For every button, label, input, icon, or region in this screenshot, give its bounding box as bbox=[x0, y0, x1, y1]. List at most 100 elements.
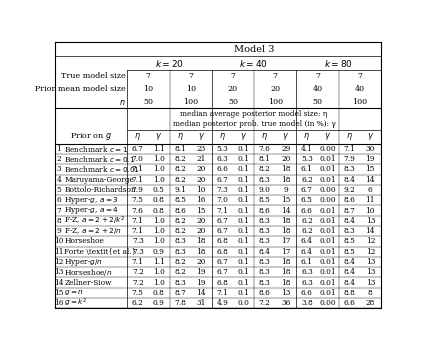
Text: 100: 100 bbox=[183, 98, 198, 106]
Text: 8.2: 8.2 bbox=[174, 176, 186, 184]
Text: Maruyama-George: Maruyama-George bbox=[64, 176, 134, 184]
Text: 8.5: 8.5 bbox=[343, 248, 355, 256]
Text: 10: 10 bbox=[196, 186, 206, 194]
Text: $\gamma$: $\gamma$ bbox=[156, 131, 162, 142]
Text: $\eta$: $\eta$ bbox=[261, 131, 268, 142]
Text: 1.0: 1.0 bbox=[153, 268, 165, 276]
Text: 6.7: 6.7 bbox=[216, 258, 228, 266]
Text: $\eta$: $\eta$ bbox=[219, 131, 226, 142]
Text: 1.0: 1.0 bbox=[153, 217, 165, 225]
Text: 7: 7 bbox=[57, 206, 61, 214]
Text: 20: 20 bbox=[270, 85, 280, 93]
Text: 18: 18 bbox=[281, 166, 291, 174]
Text: 14: 14 bbox=[54, 279, 64, 287]
Text: 4.9: 4.9 bbox=[216, 299, 228, 307]
Text: $\eta$: $\eta$ bbox=[177, 131, 184, 142]
Text: 20: 20 bbox=[281, 155, 290, 163]
Text: 8.1: 8.1 bbox=[174, 145, 186, 153]
Text: 6.7: 6.7 bbox=[216, 217, 228, 225]
Text: 0.1: 0.1 bbox=[238, 176, 249, 184]
Text: $\gamma$: $\gamma$ bbox=[324, 131, 332, 142]
Text: $\gamma$: $\gamma$ bbox=[367, 131, 374, 142]
Text: 6.2: 6.2 bbox=[301, 176, 313, 184]
Text: 8.3: 8.3 bbox=[259, 227, 270, 235]
Text: 6.7: 6.7 bbox=[132, 145, 144, 153]
Text: 10: 10 bbox=[54, 237, 64, 245]
Text: 50: 50 bbox=[312, 98, 323, 106]
Text: 0.5: 0.5 bbox=[153, 186, 165, 194]
Text: 7.1: 7.1 bbox=[132, 217, 144, 225]
Text: Model 3: Model 3 bbox=[234, 45, 274, 54]
Text: 0.1: 0.1 bbox=[238, 155, 249, 163]
Text: 1.0: 1.0 bbox=[153, 166, 165, 174]
Text: 0.1: 0.1 bbox=[238, 289, 249, 297]
Text: 10: 10 bbox=[186, 85, 196, 93]
Text: 15: 15 bbox=[281, 196, 291, 204]
Text: 50: 50 bbox=[143, 98, 153, 106]
Text: 14: 14 bbox=[366, 176, 375, 184]
Text: 0.01: 0.01 bbox=[320, 166, 336, 174]
Text: 7.5: 7.5 bbox=[132, 196, 144, 204]
Text: True model size: True model size bbox=[60, 73, 125, 81]
Text: 0.1: 0.1 bbox=[238, 227, 249, 235]
Text: 8.3: 8.3 bbox=[259, 268, 270, 276]
Text: 0.9: 0.9 bbox=[153, 248, 165, 256]
Text: 13: 13 bbox=[281, 289, 290, 297]
Text: $\gamma$: $\gamma$ bbox=[240, 131, 247, 142]
Text: 8.3: 8.3 bbox=[259, 217, 270, 225]
Text: 6.5: 6.5 bbox=[301, 196, 313, 204]
Text: 8.2: 8.2 bbox=[174, 268, 186, 276]
Text: 4: 4 bbox=[57, 176, 61, 184]
Text: 6.3: 6.3 bbox=[216, 155, 228, 163]
Text: 0.01: 0.01 bbox=[320, 176, 336, 184]
Text: 7.1: 7.1 bbox=[216, 289, 228, 297]
Text: 8.8: 8.8 bbox=[343, 289, 355, 297]
Text: 12: 12 bbox=[366, 237, 375, 245]
Text: 6.1: 6.1 bbox=[301, 166, 313, 174]
Text: 1.0: 1.0 bbox=[153, 227, 165, 235]
Text: 0.1: 0.1 bbox=[238, 217, 249, 225]
Text: 0.1: 0.1 bbox=[238, 279, 249, 287]
Text: 7: 7 bbox=[230, 73, 235, 81]
Text: $\gamma$: $\gamma$ bbox=[198, 131, 205, 142]
Text: 0.00: 0.00 bbox=[320, 196, 336, 204]
Text: 12: 12 bbox=[366, 248, 375, 256]
Text: 8.6: 8.6 bbox=[343, 196, 355, 204]
Text: $k = 40$: $k = 40$ bbox=[240, 58, 269, 68]
Text: 0.01: 0.01 bbox=[320, 248, 336, 256]
Text: 6.2: 6.2 bbox=[301, 217, 313, 225]
Text: 8.2: 8.2 bbox=[174, 258, 186, 266]
Text: 8.3: 8.3 bbox=[259, 176, 270, 184]
Text: 19: 19 bbox=[196, 268, 206, 276]
Text: 5.3: 5.3 bbox=[301, 155, 313, 163]
Text: 8.3: 8.3 bbox=[259, 279, 270, 287]
Text: 13: 13 bbox=[366, 258, 375, 266]
Text: Benchmark $c = 1$: Benchmark $c = 1$ bbox=[64, 144, 129, 154]
Text: 0.01: 0.01 bbox=[320, 258, 336, 266]
Text: 23: 23 bbox=[197, 145, 206, 153]
Text: 0.00: 0.00 bbox=[320, 145, 336, 153]
Text: 3.8: 3.8 bbox=[301, 299, 313, 307]
Text: 0.1: 0.1 bbox=[238, 258, 249, 266]
Text: 7.6: 7.6 bbox=[259, 145, 271, 153]
Text: 9.1: 9.1 bbox=[174, 186, 186, 194]
Text: 0.01: 0.01 bbox=[320, 206, 336, 214]
Text: 7.3: 7.3 bbox=[132, 248, 144, 256]
Text: 7.2: 7.2 bbox=[132, 268, 144, 276]
Text: 6.7: 6.7 bbox=[216, 268, 228, 276]
Text: $g = k^2$: $g = k^2$ bbox=[64, 297, 88, 309]
Text: 21: 21 bbox=[196, 155, 206, 163]
Text: 9: 9 bbox=[57, 227, 61, 235]
Text: 10: 10 bbox=[143, 85, 153, 93]
Text: 0.1: 0.1 bbox=[238, 237, 249, 245]
Text: 6.6: 6.6 bbox=[301, 289, 313, 297]
Text: 0.8: 0.8 bbox=[153, 206, 165, 214]
Text: 0.1: 0.1 bbox=[238, 268, 249, 276]
Text: 7: 7 bbox=[273, 73, 278, 81]
Text: Benchmark $c = 0.01$: Benchmark $c = 0.01$ bbox=[64, 164, 140, 175]
Text: 8.2: 8.2 bbox=[174, 217, 186, 225]
Text: 14: 14 bbox=[196, 289, 206, 297]
Text: 10: 10 bbox=[366, 206, 375, 214]
Text: 6.2: 6.2 bbox=[301, 227, 313, 235]
Text: 6.3: 6.3 bbox=[301, 279, 313, 287]
